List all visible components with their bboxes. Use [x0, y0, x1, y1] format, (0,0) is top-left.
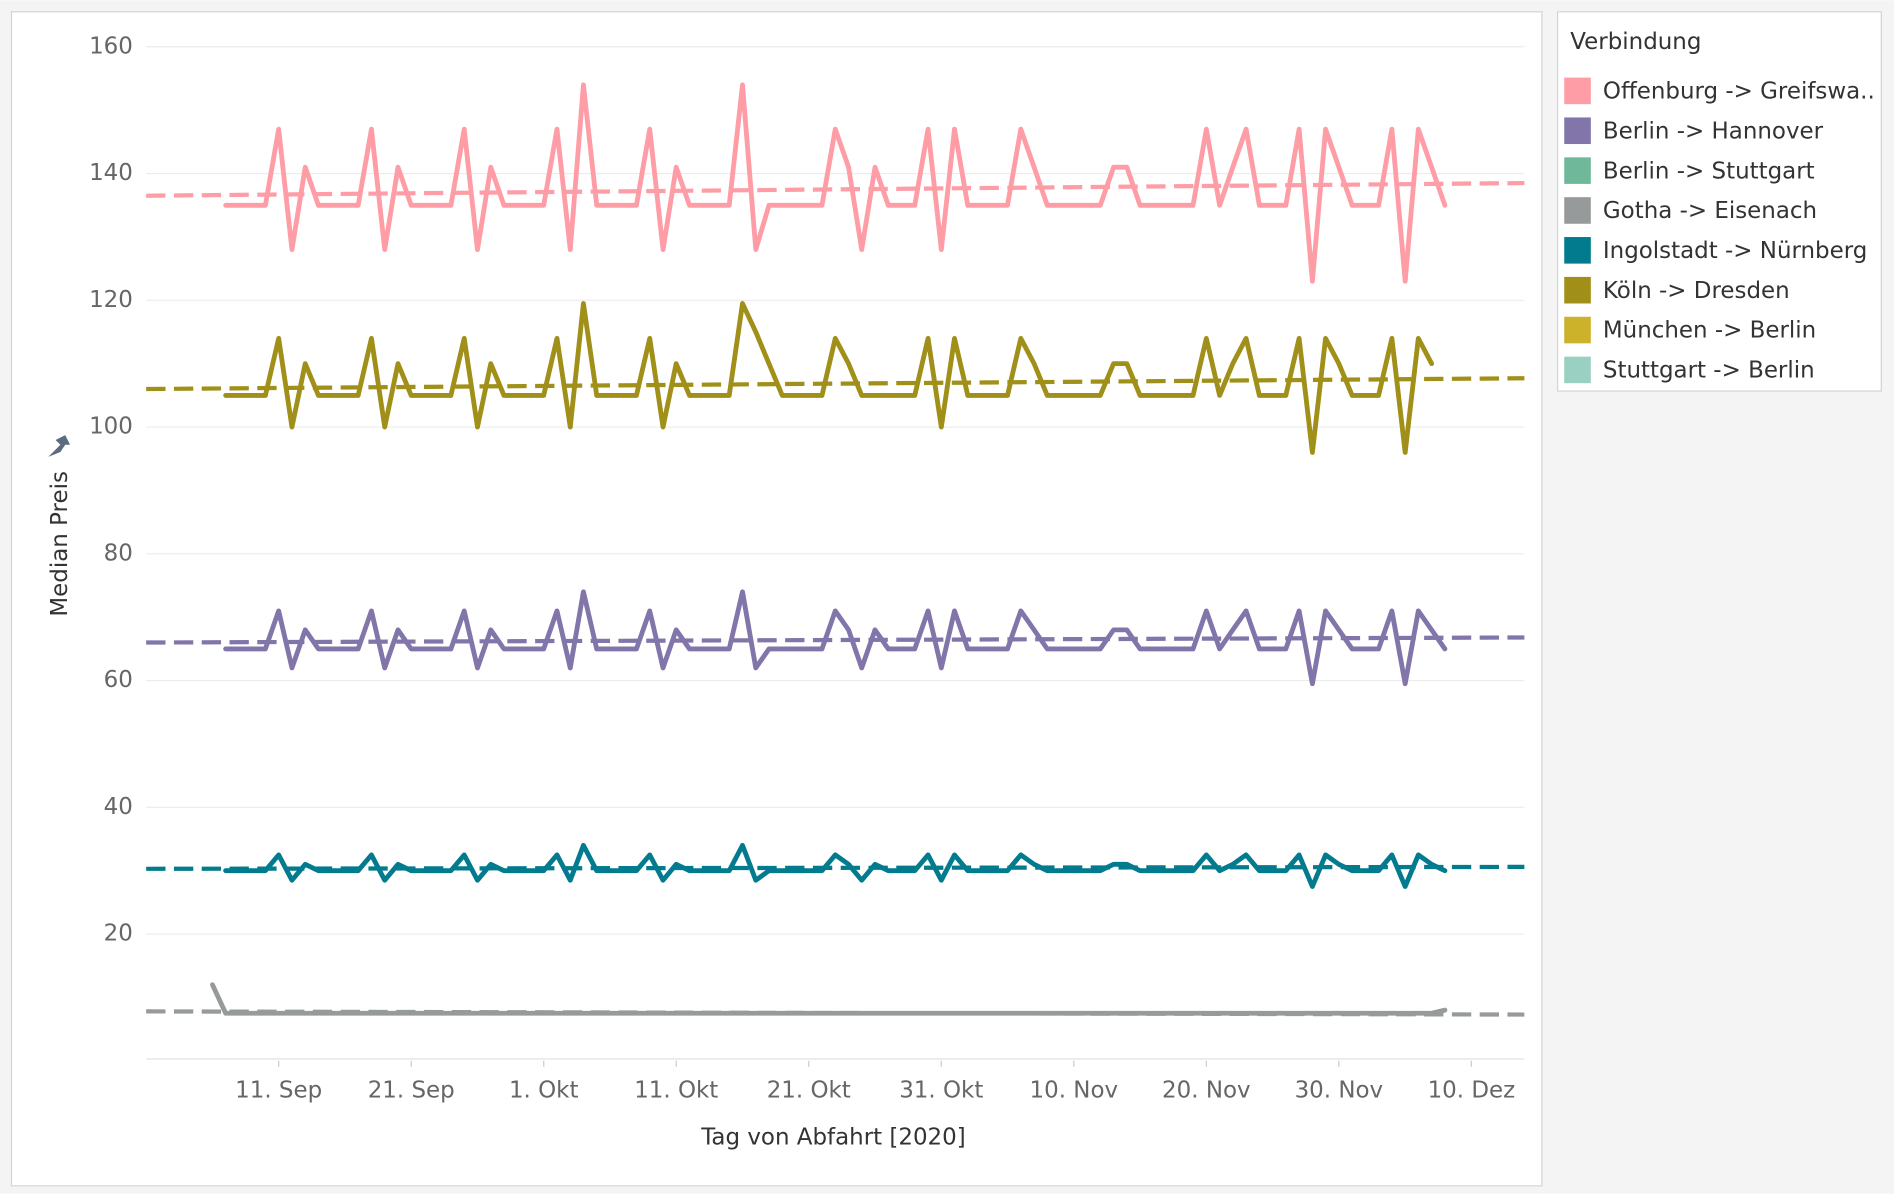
- series-line: [223, 842, 1448, 889]
- x-tick-label: 11. Okt: [634, 1078, 718, 1104]
- x-tick-label: 1. Okt: [509, 1078, 579, 1104]
- legend-label: München -> Berlin: [1603, 318, 1816, 344]
- series-line: [210, 982, 1448, 1016]
- legend-label: Offenburg -> Greifswa..: [1603, 79, 1875, 105]
- y-tick-label: 120: [89, 287, 133, 313]
- y-tick-label: 60: [104, 667, 133, 693]
- legend-swatch: [1564, 356, 1591, 384]
- series-line: [223, 589, 1448, 687]
- x-tick-label: 21. Sep: [368, 1078, 455, 1104]
- legend-label: Köln -> Dresden: [1603, 278, 1790, 304]
- series-line: [223, 82, 1448, 284]
- x-tick-label: 10. Dez: [1428, 1078, 1516, 1104]
- y-tick-label: 140: [89, 160, 133, 186]
- y-tick-label: 100: [89, 414, 133, 440]
- legend-title: Verbindung: [1570, 29, 1701, 55]
- legend-swatch: [1564, 117, 1591, 145]
- x-axis-title: Tag von Abfahrt [2020]: [700, 1125, 965, 1151]
- legend-swatch: [1564, 316, 1591, 344]
- legend-label: Berlin -> Stuttgart: [1603, 158, 1815, 184]
- x-tick-label: 30. Nov: [1295, 1078, 1384, 1104]
- x-tick-label: 31. Okt: [899, 1078, 983, 1104]
- legend-label: Stuttgart -> Berlin: [1603, 358, 1815, 384]
- x-tick-label: 11. Sep: [235, 1078, 322, 1104]
- legend-swatch: [1564, 157, 1591, 184]
- legend-label: Berlin -> Hannover: [1603, 118, 1824, 144]
- trend-line: [146, 180, 1525, 198]
- legend-swatch: [1564, 276, 1591, 304]
- x-tick-label: 10. Nov: [1030, 1078, 1119, 1104]
- x-tick-label: 20. Nov: [1162, 1078, 1251, 1104]
- series-line: [223, 301, 1435, 455]
- y-axis-title: Median Preis: [47, 471, 73, 617]
- trend-line: [146, 635, 1525, 645]
- legend-label: Ingolstadt -> Nürnberg: [1603, 238, 1867, 264]
- pin-icon: [48, 435, 71, 457]
- legend-swatch: [1564, 197, 1591, 224]
- legend-label: Gotha -> Eisenach: [1603, 198, 1817, 224]
- legend-swatch: [1564, 77, 1591, 105]
- y-tick-label: 80: [104, 540, 133, 566]
- y-tick-label: 160: [89, 33, 133, 59]
- legend-box: [1556, 11, 1882, 392]
- trend-line: [146, 376, 1525, 392]
- y-tick-label: 20: [104, 921, 133, 947]
- legend-swatch: [1564, 237, 1591, 264]
- y-tick-label: 40: [104, 794, 133, 820]
- x-tick-label: 21. Okt: [767, 1078, 851, 1104]
